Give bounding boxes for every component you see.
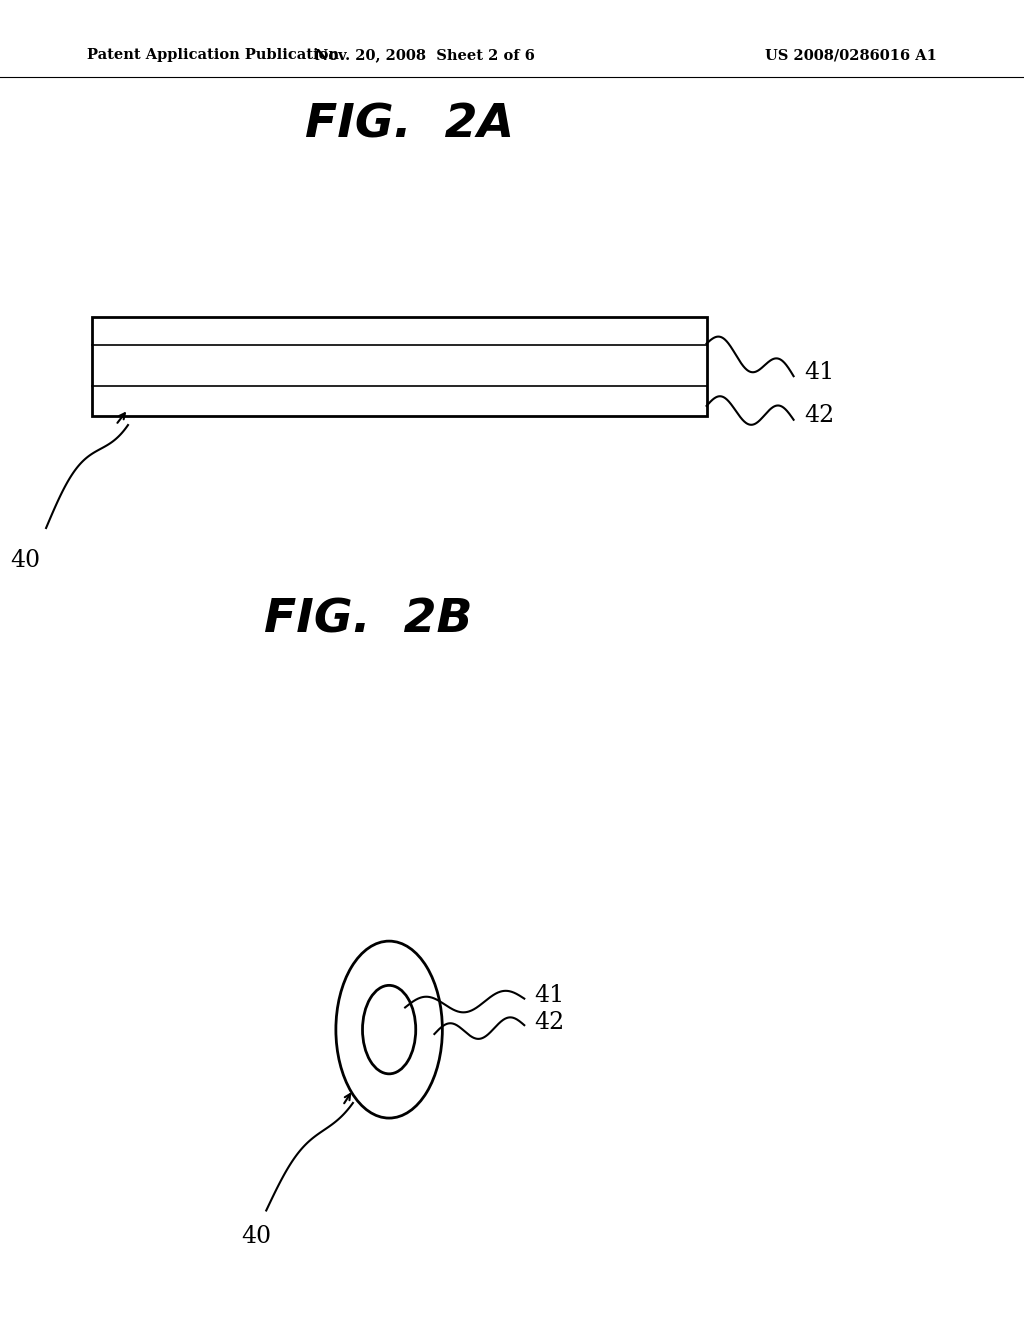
Text: 42: 42 <box>535 1011 565 1034</box>
Text: FIG.  2A: FIG. 2A <box>305 103 514 148</box>
Text: 40: 40 <box>10 549 41 573</box>
Text: Nov. 20, 2008  Sheet 2 of 6: Nov. 20, 2008 Sheet 2 of 6 <box>315 49 535 62</box>
Text: 41: 41 <box>535 985 565 1007</box>
Ellipse shape <box>362 985 416 1074</box>
Text: FIG.  2B: FIG. 2B <box>264 598 473 643</box>
Text: US 2008/0286016 A1: US 2008/0286016 A1 <box>765 49 937 62</box>
Ellipse shape <box>336 941 442 1118</box>
Text: 41: 41 <box>804 360 835 384</box>
Bar <box>92 317 707 416</box>
Text: 40: 40 <box>241 1225 271 1249</box>
Text: Patent Application Publication: Patent Application Publication <box>87 49 339 62</box>
Text: 42: 42 <box>804 404 835 428</box>
